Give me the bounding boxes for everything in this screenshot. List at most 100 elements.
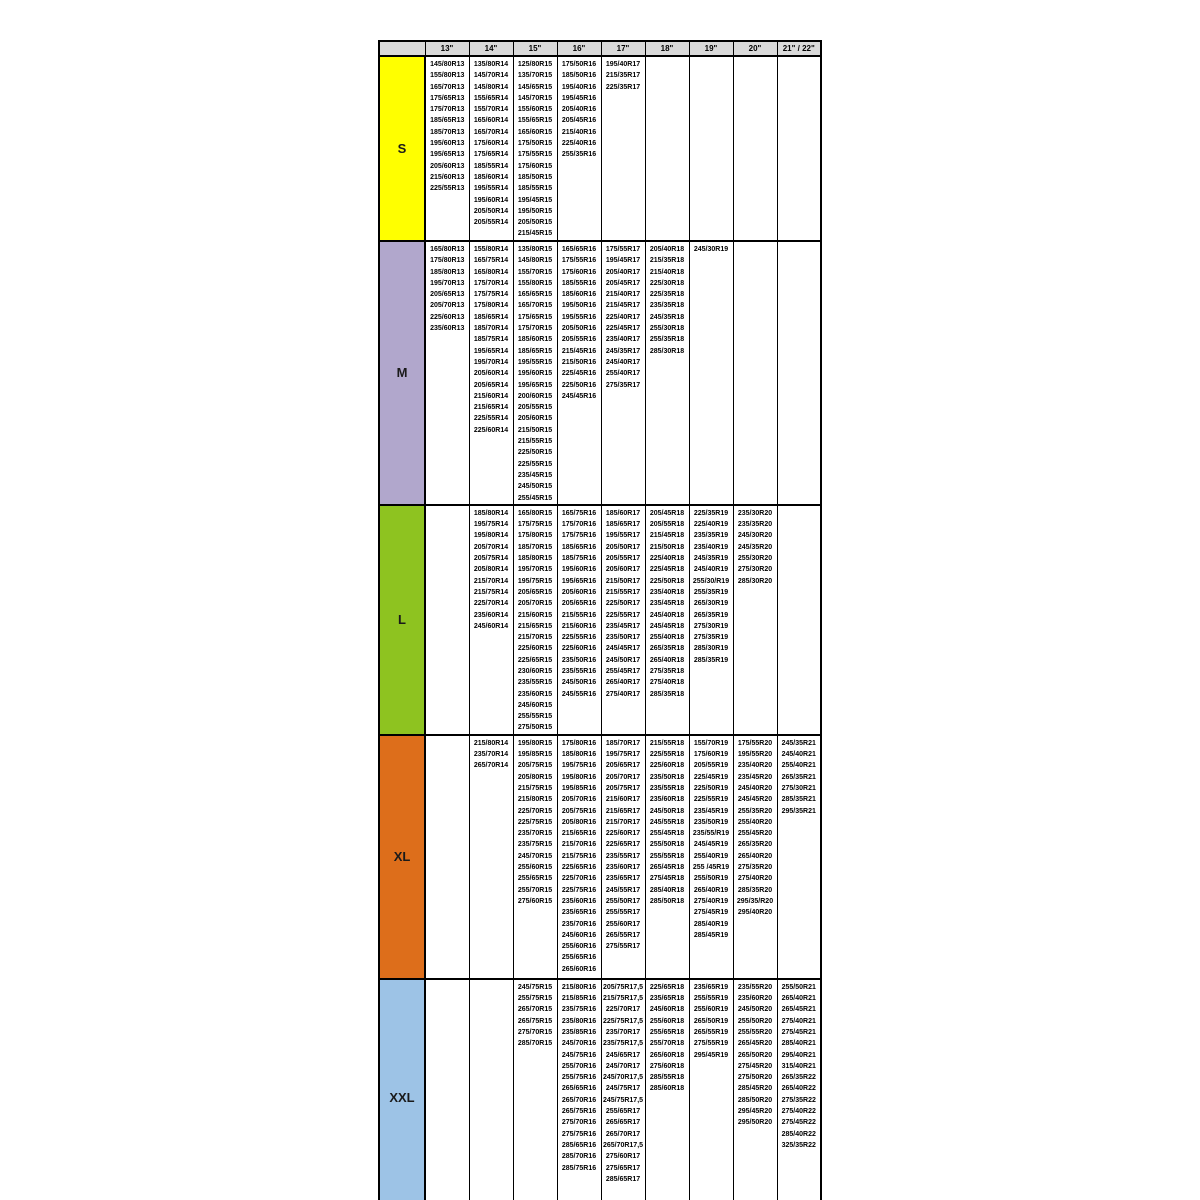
tire-size: 295/40R20: [737, 909, 773, 917]
size-cell: 195/40R17 215/35R17 225/35R17: [600, 55, 646, 242]
tire-size: 245/35R18: [649, 313, 685, 321]
tire-size: 205/70R16: [561, 796, 597, 804]
size-cell: 235/30R20 235/35R20 245/30R20 245/35R20 255/…: [732, 503, 778, 736]
tire-size: 185/75R14: [473, 336, 509, 344]
tire-size: 285/30R19: [693, 645, 729, 653]
tire-size: 205/70R15: [517, 600, 553, 608]
tire-size: 245/45R17: [605, 645, 641, 653]
tire-size: 195/65R14: [473, 347, 509, 355]
tire-size: 225/75R16: [561, 886, 597, 894]
tire-size: 215/50R17: [605, 577, 641, 585]
tire-size: 195/55R16: [561, 313, 597, 321]
tire-size: 255/40R21: [781, 762, 816, 770]
tire-size: 195/60R14: [473, 196, 509, 204]
tire-size: 155/70R15: [517, 268, 553, 276]
tire-size: 155/70R14: [473, 106, 509, 114]
tire-size: 185/65R15: [517, 347, 553, 355]
tire-size: 235/70R16: [561, 920, 597, 928]
tire-size: 215/75R16: [561, 852, 597, 860]
tire-size: 265/70R16: [561, 1096, 597, 1104]
tire-size: 175/55R17: [605, 246, 641, 253]
tire-size: 215/65R17: [605, 807, 641, 815]
size-cell: [732, 240, 778, 506]
tire-size: 265/40R21: [781, 995, 816, 1003]
tire-size: 245/40R18: [649, 611, 685, 619]
tire-size: 195/85R15: [517, 751, 553, 759]
header-cell-20in: 20": [732, 40, 778, 57]
tire-size: 265/55R19: [693, 1028, 729, 1036]
tire-size: 195/45R17: [605, 257, 641, 265]
tire-size: 215/80R14: [473, 739, 509, 747]
tire-size: 275/30R19: [693, 622, 729, 630]
tire-size: 275/40R21: [781, 1017, 816, 1025]
tire-size: 215/75R14: [473, 588, 509, 596]
tire-size: 175/70R14: [473, 279, 509, 287]
tire-size: 285/45R19: [693, 931, 729, 939]
tire-size: 155/60R15: [517, 106, 553, 114]
tire-size: 265/40R18: [649, 656, 685, 664]
size-cell: [644, 55, 690, 242]
tire-size: 175/70R15: [517, 325, 553, 333]
tire-size: 245/50R16: [561, 679, 597, 687]
tire-size: 255/70R18: [649, 1040, 685, 1048]
tire-size: 245/60R15: [517, 701, 553, 709]
tire-size: 235/65R16: [561, 909, 597, 917]
tire-size: 175/65R13: [430, 94, 465, 102]
tire-size: 235/75R16: [561, 1006, 597, 1014]
tire-size: 230/60R15: [517, 667, 553, 675]
tire-size: 225/50R18: [649, 577, 685, 585]
tire-size: 215/40R18: [649, 268, 685, 276]
tire-size: 265/75R15: [517, 1017, 553, 1025]
tire-size: 265/70R15: [517, 1006, 553, 1014]
tire-size: 195/50R15: [517, 207, 553, 215]
tire-size: 235/50R17: [605, 634, 641, 642]
tire-size: 265/45R20: [737, 1040, 773, 1048]
tire-size: 215/55R15: [517, 438, 553, 446]
tire-size: 175/80R14: [473, 302, 509, 310]
tire-size: 275/40R19: [693, 897, 729, 905]
tire-size: 295/50R20: [737, 1119, 773, 1127]
tire-size: 275/45R20: [737, 1062, 773, 1070]
size-group-row-l: L 185/80R14 195/75R14 195/80R14 205/70R14 205…: [378, 503, 822, 736]
tire-size: 195/60R16: [561, 566, 597, 574]
tire-size: 195/80R16: [561, 773, 597, 781]
tire-size: 255/70R16: [561, 1062, 597, 1070]
tire-size: 245/35R19: [693, 555, 729, 563]
header-cell-16in: 16": [556, 40, 602, 57]
tire-size: 185/55R14: [473, 162, 509, 170]
tire-size: 265/65R17: [605, 1119, 641, 1127]
tire-size: 235/35R19: [693, 532, 729, 540]
tire-size: 185/80R14: [473, 509, 509, 517]
group-label-xl: XL: [378, 733, 426, 980]
tire-size: 215/60R15: [517, 611, 553, 619]
tire-size: 205/50R15: [517, 219, 553, 227]
tire-size: 275/60R17: [605, 1153, 641, 1161]
tire-size: 235/45R19: [693, 807, 729, 815]
tire-size: 205/45R18: [649, 509, 685, 517]
tire-size: 165/80R13: [430, 246, 465, 253]
tire-size: 205/55R15: [517, 404, 553, 412]
tire-size: 225/60R17: [605, 830, 641, 838]
size-cell: [732, 55, 778, 242]
tire-size: 285/70R15: [517, 1040, 553, 1048]
tire-size: 225/45R16: [561, 370, 597, 378]
tire-size: 245/70R16: [561, 1040, 597, 1048]
tire-size: 255/55R15: [517, 713, 553, 721]
tire-size: 235/55/R19: [692, 830, 730, 838]
tire-size: 275/35R22: [781, 1096, 816, 1104]
tire-size: 205/55R19: [693, 762, 729, 770]
tire-size: 265/35R19: [693, 611, 729, 619]
tire-size: 195/75R14: [473, 521, 509, 529]
tire-size: 185/80R16: [561, 751, 597, 759]
header-cell-19in: 19": [688, 40, 734, 57]
tire-size: 235/50R19: [693, 818, 729, 826]
tire-size: 195/60R13: [430, 140, 465, 148]
tire-size: 145/80R14: [473, 83, 509, 91]
tire-size: 285/35R18: [649, 690, 685, 698]
tire-size: 245/40R21: [781, 751, 816, 759]
tire-size: 265/45R18: [649, 864, 685, 872]
tire-size: 255/45R20: [737, 830, 773, 838]
tire-size: 205/70R13: [430, 302, 465, 310]
tire-size: 265/35R20: [737, 841, 773, 849]
size-cell: 165/80R15 175/75R15 175/80R15 185/70R15 185/…: [512, 503, 558, 736]
